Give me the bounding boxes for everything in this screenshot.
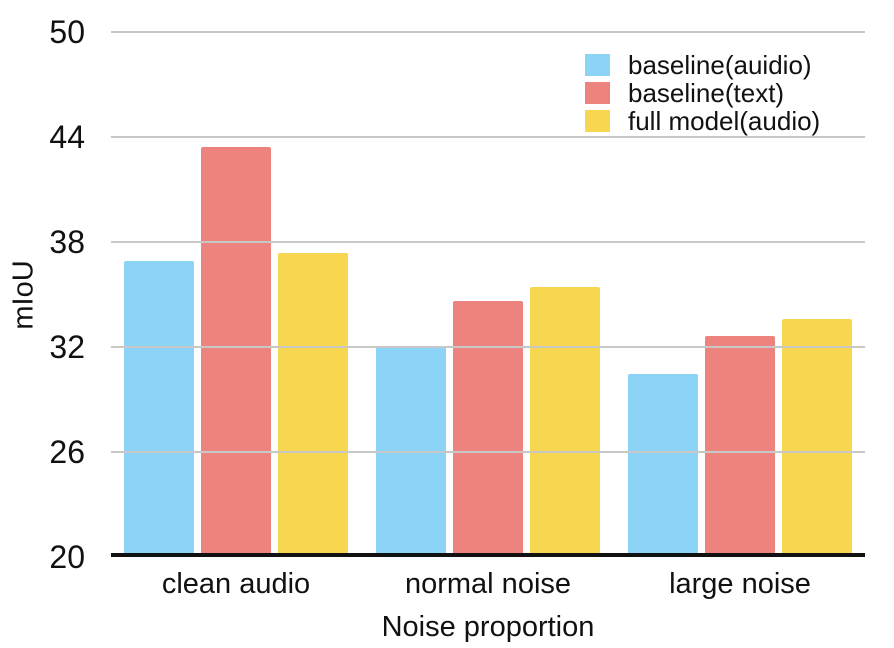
y-tick-label: 38 <box>49 224 85 260</box>
plot-area <box>111 31 865 557</box>
bar-baseline-text- <box>201 146 271 553</box>
bar-groups <box>111 32 865 553</box>
bar-baseline-auidio- <box>628 374 698 553</box>
bar-group <box>376 32 600 553</box>
bar-baseline-text- <box>453 301 523 553</box>
gridline <box>111 346 865 348</box>
x-category-label: normal noise <box>404 568 572 600</box>
bar-baseline-auidio- <box>124 261 194 553</box>
bar-full-model-audio- <box>278 252 348 553</box>
legend: baseline(auidio) baseline(text) full model… <box>585 49 821 136</box>
bar-full-model-audio- <box>530 287 600 553</box>
legend-swatch <box>585 109 610 132</box>
legend-row: baseline(auidio) <box>585 49 820 80</box>
x-category-label: clean audio <box>161 568 311 600</box>
legend-label: full model(audio) <box>628 105 821 136</box>
gridline <box>111 31 865 33</box>
x-axis-title: Noise proportion <box>381 611 595 643</box>
bar-group <box>628 32 852 553</box>
bar-baseline-text- <box>705 335 775 553</box>
y-axis-title: mIoU <box>7 260 40 330</box>
x-category-label: large noise <box>669 568 811 600</box>
legend-label: baseline(text) <box>628 77 785 108</box>
gridline <box>111 241 865 243</box>
legend-swatch <box>585 53 610 76</box>
y-tick-label: 32 <box>49 329 85 365</box>
y-tick-label: 26 <box>49 434 85 470</box>
bar-group <box>124 32 348 553</box>
y-tick-label: 50 <box>49 14 85 50</box>
gridline <box>111 136 865 138</box>
legend-row: full model(audio) <box>585 105 821 136</box>
gridline <box>111 451 865 453</box>
y-tick-label: 20 <box>49 539 85 575</box>
bar-full-model-audio- <box>782 318 852 553</box>
x-category-row: clean audio normal noise large noise <box>111 568 865 601</box>
legend-row: baseline(text) <box>585 77 820 108</box>
legend-label: baseline(auidio) <box>628 49 812 80</box>
bar-baseline-auidio- <box>376 346 446 553</box>
y-tick-label: 44 <box>49 119 85 155</box>
legend-swatch <box>585 81 610 104</box>
